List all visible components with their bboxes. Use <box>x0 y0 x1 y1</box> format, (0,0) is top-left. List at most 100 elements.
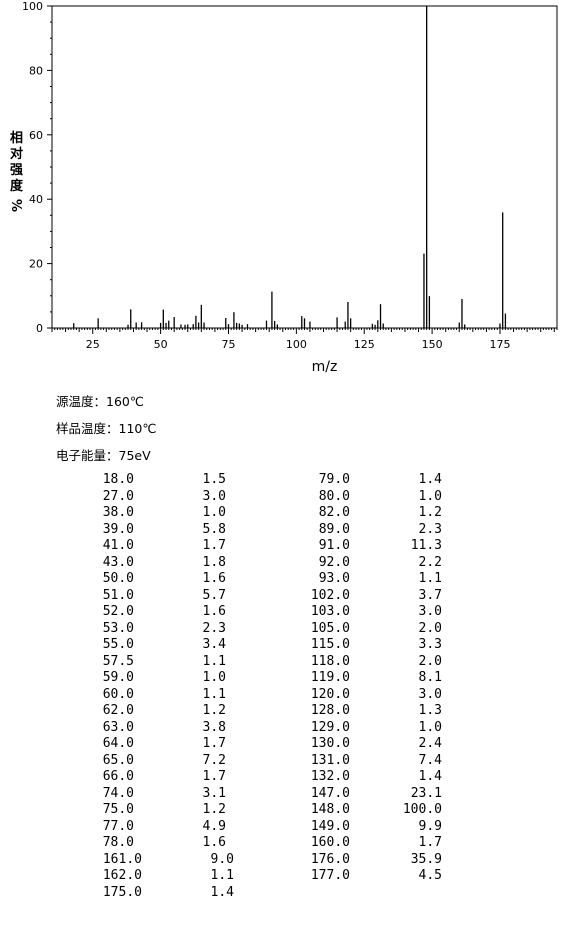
table-mz-cell: 102.0 <box>310 587 350 603</box>
x-tick-label: 175 <box>489 338 510 351</box>
table-intensity-cell: 1.4 <box>418 769 442 784</box>
x-tick-label: 75 <box>221 338 235 351</box>
x-tick-label: 125 <box>354 338 375 351</box>
table-mz-cell: 162.0 <box>102 868 142 883</box>
table-mz-cell: 52.0 <box>102 604 134 619</box>
table-mz-cell: 43.0 <box>102 554 134 570</box>
table-intensity-cell: 1.7 <box>202 769 226 784</box>
table-intensity-cell: 1.2 <box>202 703 226 718</box>
table-mz-cell: 64.0 <box>102 736 134 751</box>
table-mz-cell: 93.0 <box>318 571 350 586</box>
y-tick-label: 60 <box>29 129 43 142</box>
table-intensity-cell: 35.9 <box>410 851 442 867</box>
table-mz-cell: 39.0 <box>102 521 134 537</box>
table-intensity-cell: 1.3 <box>418 703 442 718</box>
table-intensity-cell: 4.9 <box>202 818 226 834</box>
y-tick-label: 0 <box>36 322 43 335</box>
table-mz-cell: 80.0 <box>318 488 350 504</box>
table-intensity-cell: 1.7 <box>202 736 226 751</box>
table-mz-cell: 149.0 <box>310 818 350 834</box>
table-mz-cell: 161.0 <box>102 851 142 867</box>
table-intensity-cell: 3.3 <box>418 637 442 652</box>
table-intensity-cell: 3.7 <box>418 587 442 603</box>
y-tick-label: 40 <box>29 193 43 206</box>
table-mz-cell: 131.0 <box>310 752 350 768</box>
table-intensity-cell: 100.0 <box>402 802 442 817</box>
table-mz-cell: 41.0 <box>102 538 134 553</box>
table-mz-cell: 59.0 <box>102 670 134 685</box>
table-mz-cell: 129.0 <box>310 719 350 735</box>
table-intensity-cell: 2.0 <box>418 653 442 669</box>
table-mz-cell: 92.0 <box>318 554 350 570</box>
table-intensity-cell: 3.4 <box>202 637 226 652</box>
table-mz-cell: 38.0 <box>102 505 134 520</box>
table-intensity-cell: 1.1 <box>418 571 442 586</box>
table-intensity-cell: 1.5 <box>202 472 226 487</box>
x-tick-label: 100 <box>286 338 307 351</box>
table-intensity-cell: 4.5 <box>418 868 442 883</box>
table-intensity-cell: 1.4 <box>418 472 442 487</box>
table-intensity-cell: 8.1 <box>418 670 442 685</box>
y-axis-label-char: 强 <box>10 163 23 178</box>
table-intensity-cell: 1.2 <box>202 802 226 817</box>
table-mz-cell: 132.0 <box>310 769 350 784</box>
table-mz-cell: 130.0 <box>310 736 350 751</box>
y-tick-label: 100 <box>22 0 43 13</box>
table-intensity-cell: 3.0 <box>418 686 442 702</box>
table-mz-cell: 57.5 <box>102 653 134 669</box>
table-intensity-cell: 1.6 <box>202 835 226 850</box>
sample-temperature: 样品温度：110℃ <box>56 421 157 436</box>
table-intensity-cell: 1.6 <box>202 604 226 619</box>
table-mz-cell: 60.0 <box>102 686 134 702</box>
table-mz-cell: 82.0 <box>318 505 350 520</box>
table-intensity-cell: 1.0 <box>202 505 226 520</box>
x-tick-label: 25 <box>86 338 100 351</box>
table-mz-cell: 74.0 <box>102 785 134 801</box>
table-mz-cell: 103.0 <box>310 604 350 619</box>
table-mz-cell: 18.0 <box>102 472 134 487</box>
table-intensity-cell: 1.1 <box>202 653 226 669</box>
x-tick-label: 50 <box>154 338 168 351</box>
table-intensity-cell: 9.9 <box>418 818 442 834</box>
table-intensity-cell: 5.8 <box>202 521 226 537</box>
y-axis-label-char: 相 <box>10 130 23 146</box>
y-tick-label: 20 <box>29 258 43 271</box>
table-mz-cell: 53.0 <box>102 620 134 636</box>
table-intensity-cell: 1.7 <box>418 835 442 850</box>
y-axis-label-unit: % <box>11 199 26 212</box>
table-intensity-cell: 2.2 <box>418 554 442 570</box>
table-intensity-cell: 7.2 <box>202 752 226 768</box>
table-intensity-cell: 3.1 <box>202 785 226 801</box>
table-mz-cell: 177.0 <box>310 868 350 883</box>
table-intensity-cell: 1.6 <box>202 571 226 586</box>
table-mz-cell: 65.0 <box>102 752 134 768</box>
table-mz-cell: 105.0 <box>310 620 350 636</box>
table-intensity-cell: 2.3 <box>202 620 226 636</box>
table-mz-cell: 115.0 <box>310 637 350 652</box>
table-mz-cell: 51.0 <box>102 587 134 603</box>
table-mz-cell: 148.0 <box>310 802 350 817</box>
table-intensity-cell: 1.1 <box>210 868 234 883</box>
table-intensity-cell: 1.8 <box>202 554 226 570</box>
table-intensity-cell: 1.1 <box>202 686 226 702</box>
table-mz-cell: 75.0 <box>102 802 134 817</box>
table-intensity-cell: 11.3 <box>410 538 442 553</box>
table-intensity-cell: 7.4 <box>418 752 442 768</box>
table-intensity-cell: 3.0 <box>418 604 442 619</box>
table-mz-cell: 118.0 <box>310 653 350 669</box>
table-intensity-cell: 1.2 <box>418 505 442 520</box>
table-mz-cell: 91.0 <box>318 538 350 553</box>
x-tick-label: 150 <box>422 338 443 351</box>
table-mz-cell: 119.0 <box>310 670 350 685</box>
table-mz-cell: 89.0 <box>318 521 350 537</box>
table-mz-cell: 160.0 <box>310 835 350 850</box>
table-intensity-cell: 23.1 <box>410 785 442 801</box>
table-mz-cell: 120.0 <box>310 686 350 702</box>
table-mz-cell: 66.0 <box>102 769 134 784</box>
table-mz-cell: 147.0 <box>310 785 350 801</box>
table-intensity-cell: 1.0 <box>418 719 442 735</box>
table-mz-cell: 175.0 <box>102 884 142 900</box>
y-axis-label-char: 度 <box>10 178 24 194</box>
y-axis-label-char: 对 <box>10 146 23 162</box>
